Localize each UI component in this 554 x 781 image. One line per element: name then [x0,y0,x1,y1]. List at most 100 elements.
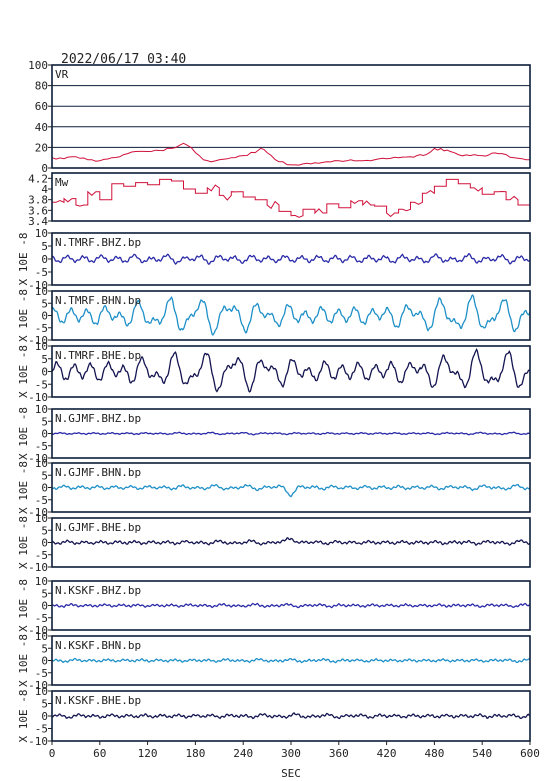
x-tick-label: 540 [472,747,492,760]
series-line-5 [51,348,531,393]
y-tick-label: 0 [41,310,48,323]
panel-frame-1 [51,64,531,169]
y-tick-label: 0 [41,253,48,266]
x-tick-label: 180 [185,747,205,760]
date-time-title: 2022/06/17 03:40 [61,52,186,67]
panel-label-3: N.TMRF.BHZ.bp [55,236,141,249]
series-line-10 [51,657,531,664]
x-tick-label: 240 [233,747,253,760]
panel-label-6: N.GJMF.BHZ.bp [55,412,141,425]
y-axis-label: X 10E -8 [17,690,30,743]
y-tick-label: -5 [35,378,48,391]
panel-label-9: N.KSKF.BHZ.bp [55,584,141,597]
y-tick-label: 5 [41,698,48,711]
panel-frame-2 [51,172,531,222]
y-tick-label: 3.6 [28,204,48,217]
y-tick-label: -10 [28,679,48,692]
x-tick-label: 60 [93,747,106,760]
y-tick-label: 3.4 [28,215,48,228]
y-tick-label: 5 [41,642,48,655]
y-tick-label: -10 [28,334,48,347]
x-tick-label: 420 [377,747,397,760]
y-tick-label: -5 [35,612,48,625]
y-tick-label: -10 [28,624,48,637]
y-tick-label: 5 [41,415,48,428]
x-tick-label: 600 [520,747,540,760]
series-line-11 [51,712,531,720]
y-tick-label: -5 [35,494,48,507]
y-tick-label: -5 [35,667,48,680]
y-axis-label: X 10E -8 [17,579,30,632]
y-tick-label: -10 [28,561,48,574]
y-tick-label: 0 [41,655,48,668]
x-tick-label: 360 [329,747,349,760]
y-tick-label: 5 [41,469,48,482]
panel-label-10: N.KSKF.BHN.bp [55,639,141,652]
y-tick-label: 80 [35,80,48,93]
y-axis-label: X 10E -8 [17,461,30,514]
y-tick-label: 10 [35,403,48,416]
panel-label-8: N.GJMF.BHE.bp [55,521,141,534]
panel-label-2: Mw [55,176,69,189]
x-tick-label: 0 [49,747,56,760]
y-tick-label: 5 [41,240,48,253]
y-tick-label: 0 [41,366,48,379]
series-line-9 [51,602,531,609]
y-tick-label: 60 [35,100,48,113]
y-tick-label: -5 [35,266,48,279]
y-tick-label: 4 [41,183,48,196]
y-tick-label: 10 [35,285,48,298]
y-tick-label: 100 [28,59,48,72]
y-tick-label: -10 [28,735,48,748]
y-tick-label: 10 [35,685,48,698]
x-axis-label: SEC [281,767,301,780]
panel-label-7: N.GJMF.BHN.bp [55,466,141,479]
series-line-8 [51,537,531,546]
x-tick-label: 300 [281,747,301,760]
y-axis-label: X 10E -8 [17,634,30,687]
y-tick-label: 5 [41,524,48,537]
y-tick-label: 40 [35,121,48,134]
series-line-2 [52,178,531,218]
y-tick-label: 4.2 [28,172,48,185]
y-axis-label: X 10E -8 [17,233,30,286]
panel-label-4: N.TMRF.BHN.bp [55,294,141,307]
y-tick-label: -5 [35,549,48,562]
y-axis-label: X 10E -8 [17,516,30,569]
x-tick-label: 120 [138,747,158,760]
y-tick-label: 0 [41,600,48,613]
y-tick-label: -5 [35,440,48,453]
y-tick-label: 10 [35,457,48,470]
y-tick-label: 10 [35,630,48,643]
series-line-6 [51,431,531,436]
y-tick-label: 3.8 [28,194,48,207]
panel-label-1: VR [55,68,69,81]
x-tick-label: 480 [424,747,444,760]
y-tick-label: 5 [41,353,48,366]
y-tick-label: -10 [28,391,48,404]
y-axis-label: X 10E -8 [17,407,30,460]
y-tick-label: 20 [35,141,48,154]
y-tick-label: 10 [35,227,48,240]
panel-label-11: N.KSKF.BHE.bp [55,694,141,707]
y-tick-label: -10 [28,452,48,465]
y-tick-label: -10 [28,506,48,519]
y-tick-label: 0 [41,162,48,175]
y-tick-label: 10 [35,512,48,525]
y-tick-label: -5 [35,723,48,736]
y-tick-label: -5 [35,322,48,335]
y-tick-label: 5 [41,297,48,310]
series-line-7 [51,483,531,498]
y-tick-label: 10 [35,340,48,353]
y-tick-label: -10 [28,279,48,292]
y-tick-label: 0 [41,537,48,550]
y-tick-label: 0 [41,482,48,495]
y-tick-label: 10 [35,575,48,588]
y-tick-label: 5 [41,587,48,600]
series-line-3 [51,253,531,265]
y-axis-label: X 10E -8 [17,289,30,342]
series-line-4 [51,294,531,337]
series-line-1 [51,142,531,166]
panel-label-5: N.TMRF.BHE.bp [55,349,141,362]
